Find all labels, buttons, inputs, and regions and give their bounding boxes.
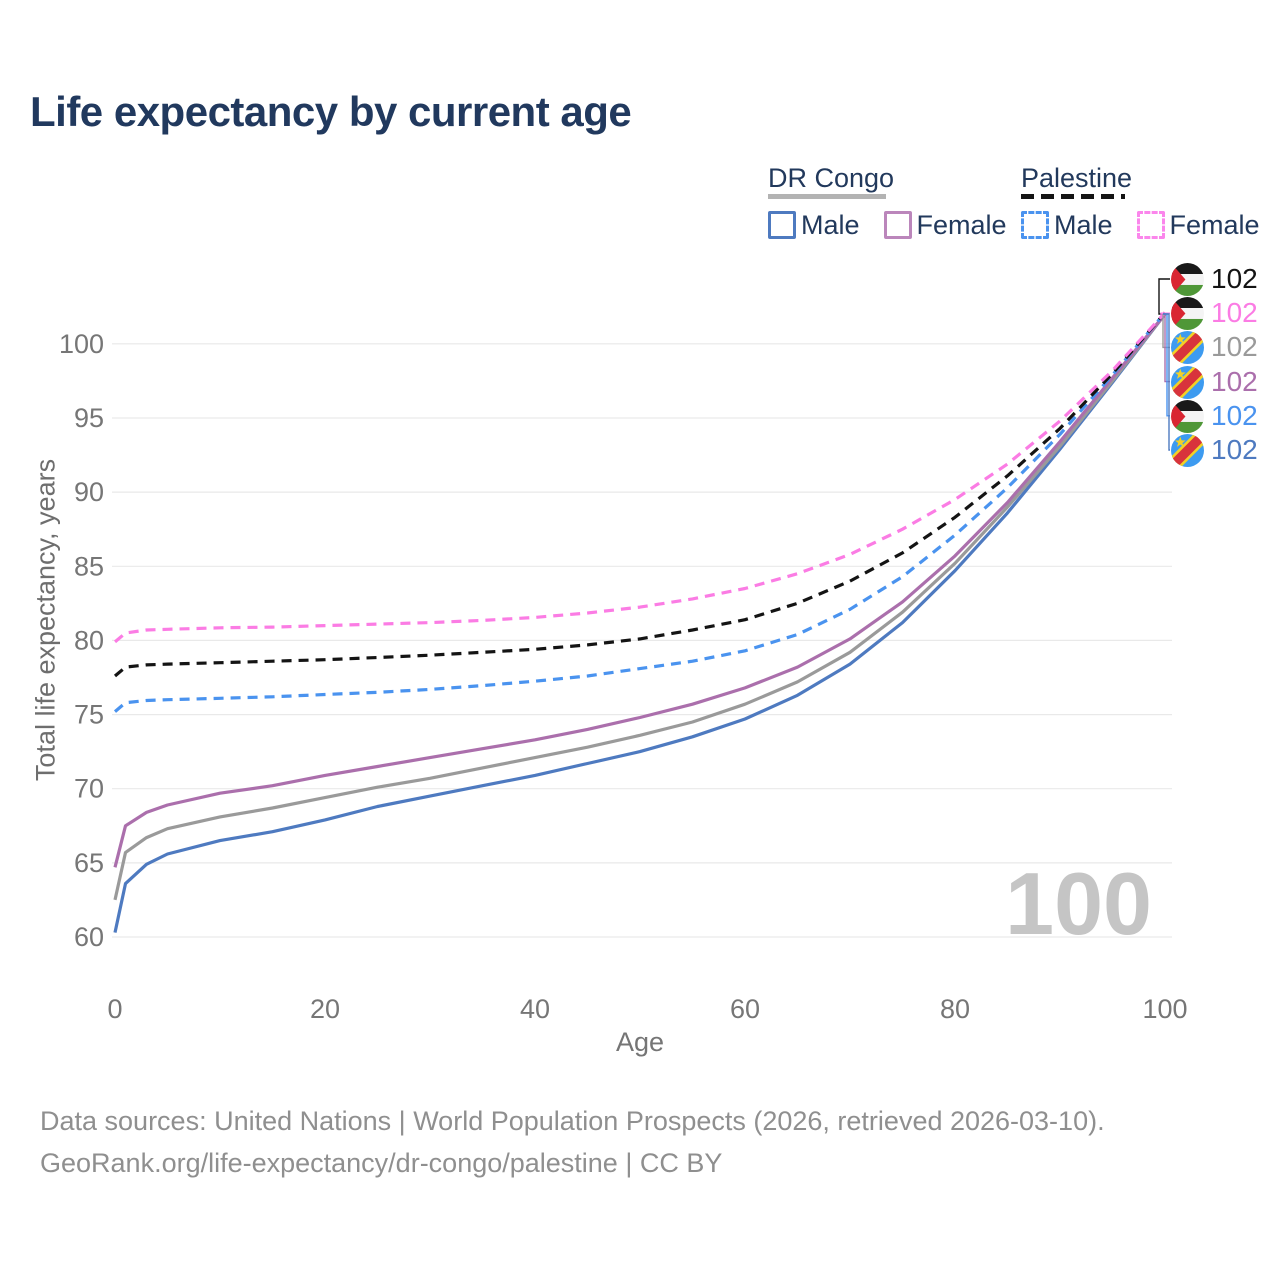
legend-label-palestine-female[interactable]: Female [1169, 210, 1260, 240]
age-watermark: 100 [1005, 854, 1152, 953]
x-tick-label: 40 [520, 994, 550, 1024]
palestine-flag-icon [1171, 262, 1204, 296]
series-end-label-palestine_total: 102 [1171, 262, 1258, 296]
legend-label-dr-congo-male[interactable]: Male [801, 210, 860, 240]
page-title: Life expectancy by current age [30, 88, 632, 135]
legend-label-palestine-male[interactable]: Male [1054, 210, 1113, 240]
checkbox-dr-congo-male[interactable] [768, 211, 796, 239]
checkbox-palestine-male[interactable] [1021, 211, 1049, 239]
series-line-palestine_male [113, 311, 1167, 713]
series-line-drc_female [113, 313, 1167, 868]
series-line-drc_male [113, 313, 1167, 933]
x-tick-label: 60 [730, 994, 760, 1024]
series-end-label-drc_female: 102 [1171, 365, 1258, 399]
end-label-value: 102 [1211, 366, 1258, 397]
series-end-label-palestine_male: 102 [1171, 399, 1258, 433]
series-end-label-drc_total: 102 [1171, 330, 1258, 364]
end-label-value: 102 [1211, 331, 1258, 362]
y-tick-label: 70 [74, 774, 104, 804]
legend-country-palestine[interactable]: Palestine [1021, 163, 1133, 193]
y-tick-label: 80 [74, 625, 104, 655]
y-tick-label: 75 [74, 700, 104, 730]
palestine-flag-icon [1171, 296, 1204, 330]
series-line-palestine_total [113, 311, 1167, 678]
x-tick-label: 100 [1142, 994, 1187, 1024]
series-line-palestine_female [113, 311, 1167, 644]
y-tick-label: 85 [74, 551, 104, 581]
data-sources-text: Data sources: United Nations | World Pop… [40, 1106, 1105, 1136]
end-label-value: 102 [1211, 400, 1258, 431]
palestine-flag-icon [1171, 399, 1204, 433]
legend-group-dr-congo: DR Congo Male Female [768, 163, 1031, 239]
y-tick-label: 95 [74, 403, 104, 433]
dr-congo-flag-icon [1171, 433, 1204, 467]
series-end-label-palestine_female: 102 [1171, 296, 1258, 330]
x-tick-label: 80 [940, 994, 970, 1024]
y-tick-label: 60 [74, 922, 104, 952]
checkbox-dr-congo-female[interactable] [883, 211, 912, 239]
legend-group-palestine: Palestine Male Female [1021, 163, 1280, 239]
dr-congo-flag-icon [1171, 365, 1204, 399]
checkbox-palestine-female[interactable] [1136, 211, 1165, 239]
end-label-connector-drc_male [1163, 313, 1170, 451]
series-end-label-drc_male: 102 [1171, 433, 1258, 467]
y-tick-label: 90 [74, 477, 104, 507]
x-tick-label: 20 [310, 994, 340, 1024]
end-label-value: 102 [1211, 297, 1258, 328]
palestine-line-style-swatch [1021, 194, 1125, 199]
x-axis-title: Age [615, 1027, 665, 1057]
attribution-link-text: GeoRank.org/life-expectancy/dr-congo/pal… [40, 1148, 723, 1178]
dr-congo-line-style-swatch [768, 194, 886, 199]
series-line-drc_total [113, 313, 1167, 901]
end-label-value: 102 [1211, 434, 1258, 465]
y-tick-label: 65 [74, 848, 104, 878]
end-label-value: 102 [1211, 263, 1258, 294]
y-tick-label: 100 [59, 329, 104, 359]
x-tick-label: 0 [107, 994, 122, 1024]
legend-country-dr-congo[interactable]: DR Congo [768, 163, 895, 193]
dr-congo-flag-icon [1171, 330, 1204, 364]
end-label-connector-palestine_female [1160, 312, 1170, 315]
legend-label-dr-congo-female[interactable]: Female [916, 210, 1007, 240]
end-label-connector-palestine_total [1158, 278, 1170, 315]
